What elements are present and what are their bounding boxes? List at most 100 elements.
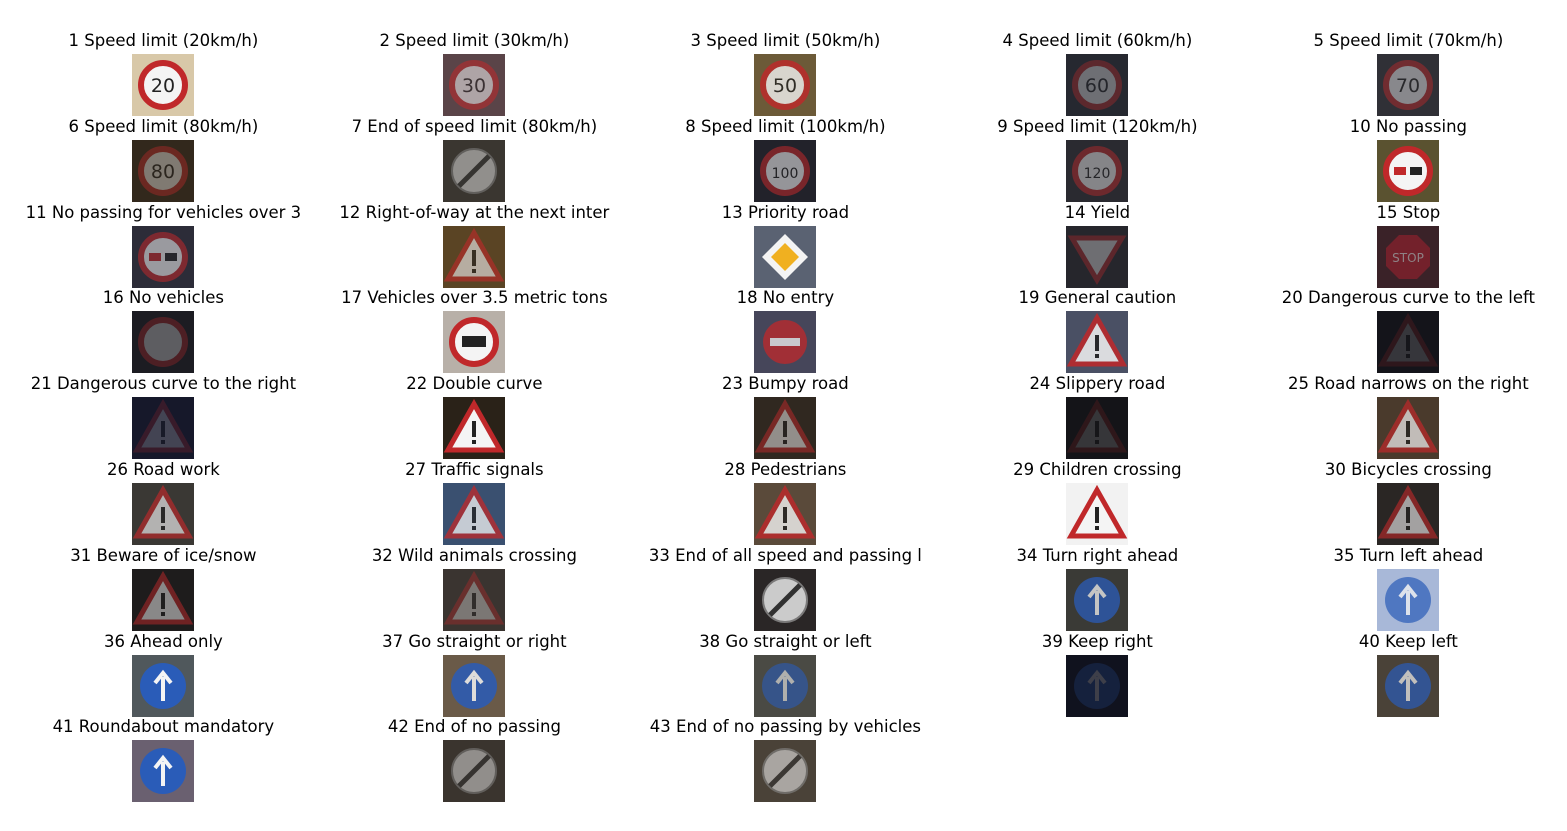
traffic-signals-sign (443, 483, 506, 545)
sign-label: 6 Speed limit (80km/h) (68, 116, 259, 136)
sign-label: 34 Turn right ahead (1016, 545, 1179, 565)
sign-cell: 16 No vehicles (8, 287, 319, 374)
sign-cell: 26 Road work (8, 459, 319, 545)
sign-cell: 8 Speed limit (100km/h) 100 (630, 116, 941, 202)
sign-cell: 37 Go straight or right (319, 631, 630, 717)
speed-limit-80-sign: 80 (132, 139, 195, 202)
bumpy-road-sign (754, 397, 817, 460)
yield-sign (1066, 225, 1129, 288)
sign-label: 2 Speed limit (30km/h) (379, 31, 570, 50)
svg-text:50: 50 (773, 75, 797, 97)
sign-cell: 9 Speed limit (120km/h) 120 (942, 116, 1253, 202)
bicycles-crossing-sign (1377, 483, 1440, 545)
sign-cell: 21 Dangerous curve to the right (8, 373, 319, 460)
turn-left-ahead-sign (1377, 568, 1440, 631)
sign-cell: 40 Keep left (1253, 631, 1564, 717)
no-vehicles-sign (132, 311, 195, 374)
sign-label: 20 Dangerous curve to the left (1281, 288, 1536, 308)
sign-label: 18 No entry (736, 288, 835, 308)
sign-cell: 14 Yield (942, 202, 1253, 288)
speed-limit-100-sign: 100 (754, 139, 817, 202)
sign-cell: 32 Wild animals crossing (319, 545, 630, 631)
sign-label: 10 No passing (1349, 116, 1467, 136)
sign-cell: 20 Dangerous curve to the left (1253, 287, 1564, 374)
double-curve-sign (443, 397, 506, 460)
sign-label: 16 No vehicles (102, 288, 225, 308)
sign-label: 13 Priority road (721, 202, 850, 222)
svg-text:80: 80 (151, 161, 175, 183)
pedestrians-sign (754, 483, 817, 545)
sign-cell: 22 Double curve (319, 373, 630, 460)
svg-text:60: 60 (1085, 75, 1109, 97)
sign-cell: 42 End of no passing (319, 716, 630, 803)
road-work-sign (132, 483, 195, 545)
sign-label: 9 Speed limit (120km/h) (997, 116, 1198, 136)
svg-text:70: 70 (1396, 75, 1420, 97)
sign-cell: 13 Priority road (630, 202, 941, 288)
sign-label: 23 Bumpy road (722, 374, 849, 394)
sign-cell: 33 End of all speed and passing l (630, 545, 941, 631)
sign-label: 25 Road narrows on the right (1288, 374, 1529, 394)
svg-text:20: 20 (151, 75, 175, 97)
no-entry-sign (754, 311, 817, 374)
sign-label: 43 End of no passing by vehicles (649, 717, 921, 737)
stop-sign: STOP (1377, 225, 1440, 288)
sign-label: 38 Go straight or left (699, 631, 872, 651)
no-passing-heavy-vehicles-sign (132, 225, 195, 288)
slippery-road-sign (1066, 397, 1129, 460)
turn-right-ahead-sign (1066, 568, 1129, 631)
speed-limit-50-sign: 50 (754, 54, 817, 116)
no-heavy-vehicles-sign (443, 311, 506, 374)
sign-label: 37 Go straight or right (382, 631, 567, 651)
general-caution-sign (1066, 311, 1129, 374)
sign-cell: 34 Turn right ahead (942, 545, 1253, 631)
sign-cell: 1 Speed limit (20km/h) 20 (8, 30, 319, 116)
roundabout-sign (132, 740, 195, 803)
sign-cell: 39 Keep right (942, 631, 1253, 717)
sign-label: 3 Speed limit (50km/h) (690, 31, 881, 50)
speed-limit-70-sign: 70 (1377, 54, 1440, 116)
sign-label: 28 Pedestrians (724, 460, 847, 479)
sign-label: 17 Vehicles over 3.5 metric tons (341, 288, 608, 308)
sign-cell: 11 No passing for vehicles over 3 (8, 202, 319, 288)
speed-limit-30-sign: 30 (443, 54, 506, 116)
sign-cell: 31 Beware of ice/snow (8, 545, 319, 631)
curve-left-sign (1377, 311, 1440, 374)
sign-cell: 12 Right-of-way at the next inter (319, 202, 630, 288)
svg-text:120: 120 (1084, 166, 1111, 182)
end-no-passing-sign (443, 740, 506, 803)
keep-left-sign (1377, 654, 1440, 717)
sign-label: 7 End of speed limit (80km/h) (351, 116, 598, 136)
keep-right-sign (1066, 654, 1129, 717)
sign-label: 42 End of no passing (387, 717, 561, 737)
sign-label: 11 No passing for vehicles over 3 (25, 202, 302, 222)
sign-cell: 5 Speed limit (70km/h) 70 (1253, 30, 1564, 116)
road-narrows-sign (1377, 397, 1440, 460)
sign-label: 14 Yield (1064, 202, 1131, 222)
sign-cell: 30 Bicycles crossing (1253, 459, 1564, 545)
wild-animals-sign (443, 568, 506, 631)
sign-cell: 23 Bumpy road (630, 373, 941, 460)
sign-label: 1 Speed limit (20km/h) (68, 31, 259, 50)
sign-cell: 7 End of speed limit (80km/h) (319, 116, 630, 202)
sign-label: 41 Roundabout mandatory (52, 717, 275, 737)
ahead-only-sign (132, 654, 195, 717)
sign-label: 24 Slippery road (1029, 374, 1166, 394)
sign-label: 40 Keep left (1358, 631, 1458, 651)
speed-limit-20-sign: 20 (132, 54, 195, 116)
sign-label: 29 Children crossing (1013, 460, 1182, 479)
sign-label: 27 Traffic signals (405, 460, 544, 479)
sign-label: 32 Wild animals crossing (371, 545, 577, 565)
children-crossing-sign (1066, 483, 1129, 545)
straight-or-left-sign (754, 654, 817, 717)
svg-text:30: 30 (462, 75, 486, 97)
sign-cell: 38 Go straight or left (630, 631, 941, 717)
sign-label: 31 Beware of ice/snow (70, 545, 257, 565)
sign-label: 12 Right-of-way at the next inter (339, 202, 610, 222)
sign-cell: 43 End of no passing by vehicles (630, 716, 941, 803)
sign-label: 35 Turn left ahead (1333, 545, 1484, 565)
sign-cell: 24 Slippery road (942, 373, 1253, 460)
sign-cell: 28 Pedestrians (630, 459, 941, 545)
sign-cell: 19 General caution (942, 287, 1253, 374)
priority-road-sign (754, 225, 817, 288)
